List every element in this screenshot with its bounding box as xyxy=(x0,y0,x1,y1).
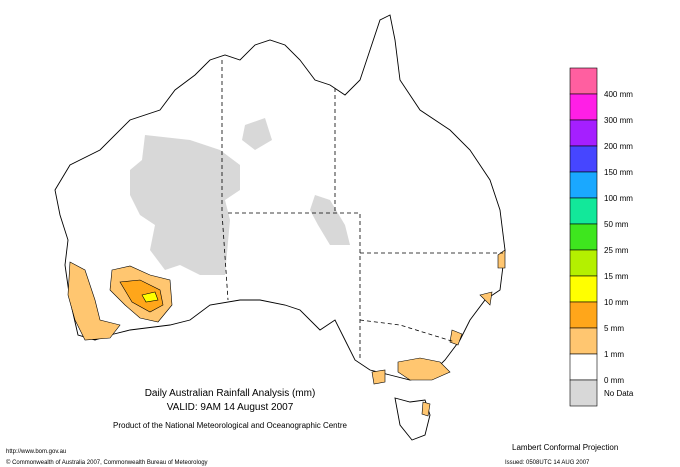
state-border xyxy=(228,212,361,360)
copyright: © Commonwealth of Australia 2007, Common… xyxy=(6,459,208,466)
url: http://www.bom.gov.au xyxy=(6,449,66,455)
no-data-region xyxy=(130,135,240,275)
legend-label: 50 mm xyxy=(604,220,629,229)
legend-label: 1 mm xyxy=(604,350,624,359)
legend-swatch xyxy=(569,301,598,329)
rain-region xyxy=(421,401,431,417)
legend-swatch xyxy=(569,171,598,199)
legend-swatch xyxy=(569,119,598,147)
rain-region xyxy=(497,249,506,269)
legend-swatch xyxy=(569,327,598,355)
legend-swatch xyxy=(569,249,598,277)
valid-time: VALID: 9AM 14 August 2007 xyxy=(167,402,294,413)
legend-label: 150 mm xyxy=(604,168,633,177)
no-data-region xyxy=(310,195,350,245)
rain-region xyxy=(67,261,121,341)
legend-swatch xyxy=(569,353,598,381)
legend-label: 10 mm xyxy=(604,298,629,307)
legend-swatch xyxy=(569,379,598,407)
legend-swatch xyxy=(569,145,598,173)
rain-region xyxy=(479,291,493,306)
title: Daily Australian Rainfall Analysis (mm) xyxy=(145,388,316,399)
legend-label: 400 mm xyxy=(604,90,633,99)
projection: Lambert Conformal Projection xyxy=(512,443,618,452)
rain-region xyxy=(449,329,463,346)
rain-region xyxy=(397,357,451,381)
rain-region xyxy=(141,291,159,303)
legend: 400 mm 300 mm 200 mm 150 mm 100 mm 50 mm 25 mm… xyxy=(569,67,634,407)
legend-label: 200 mm xyxy=(604,142,633,151)
rain-region xyxy=(371,369,386,385)
no-data-region xyxy=(242,118,272,150)
product: Product of the National Meteorological a… xyxy=(113,421,347,430)
legend-label: 0 mm xyxy=(604,376,624,385)
legend-label: 5 mm xyxy=(604,324,624,333)
legend-swatch xyxy=(569,223,598,251)
legend-label: 25 mm xyxy=(604,246,629,255)
tasmania xyxy=(394,397,431,441)
state-border xyxy=(359,319,456,343)
state-border xyxy=(221,60,229,301)
legend-swatch xyxy=(569,67,598,95)
issued: Issued: 0508UTC 14 AUG 2007 xyxy=(505,460,590,466)
rain-region xyxy=(119,279,164,313)
legend-swatch xyxy=(569,275,598,303)
legend-label: 15 mm xyxy=(604,272,629,281)
legend-label: 300 mm xyxy=(604,116,633,125)
legend-label: No Data xyxy=(604,389,634,398)
legend-swatch xyxy=(569,93,598,121)
legend-swatch xyxy=(569,197,598,225)
legend-label: 100 mm xyxy=(604,194,633,203)
